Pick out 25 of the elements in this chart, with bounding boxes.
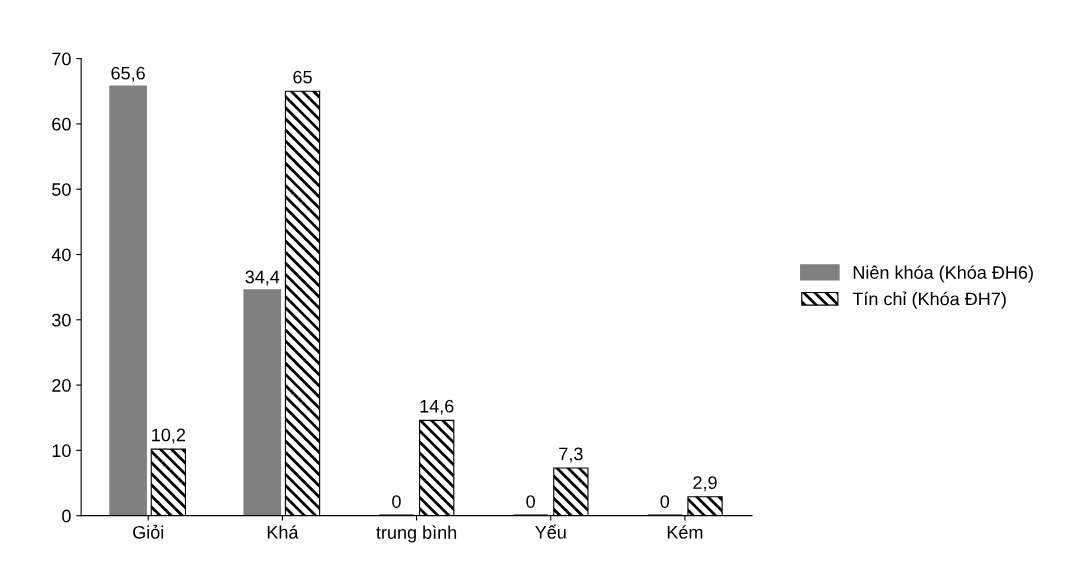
x-tick-label: trung bình — [376, 525, 457, 543]
data-label: 2,9 — [693, 476, 717, 492]
legend-label: Niên khóa (Khóa ĐH6) — [853, 265, 1033, 283]
x-tick-label: Khá — [267, 525, 299, 539]
y-tick-label: 60 — [52, 117, 71, 131]
data-label: 65,6 — [111, 66, 145, 82]
data-label: 14,6 — [420, 399, 454, 415]
y-tick-label: 50 — [52, 183, 71, 196]
y-tick-label: 40 — [51, 248, 71, 262]
y-tick-label: 0 — [62, 509, 71, 523]
data-label: 34,4 — [245, 270, 280, 286]
data-label: 0 — [526, 495, 535, 508]
y-tick-label: 10 — [52, 444, 71, 458]
x-tick-label: Yếu — [535, 524, 566, 539]
data-label: 65 — [293, 70, 312, 84]
y-tick-label: 30 — [52, 313, 71, 327]
legend-label: Tín chỉ (Khóa ĐH7) — [852, 291, 1006, 309]
data-label: 10,2 — [152, 428, 186, 444]
data-label: 7,3 — [559, 447, 583, 463]
x-tick-label: Giỏi — [133, 524, 164, 539]
y-tick-label: 70 — [52, 52, 71, 66]
data-label: 0 — [660, 495, 670, 508]
x-tick-label: Kém — [667, 525, 703, 539]
y-tick-label: 20 — [52, 379, 71, 392]
data-label: 0 — [392, 495, 401, 508]
